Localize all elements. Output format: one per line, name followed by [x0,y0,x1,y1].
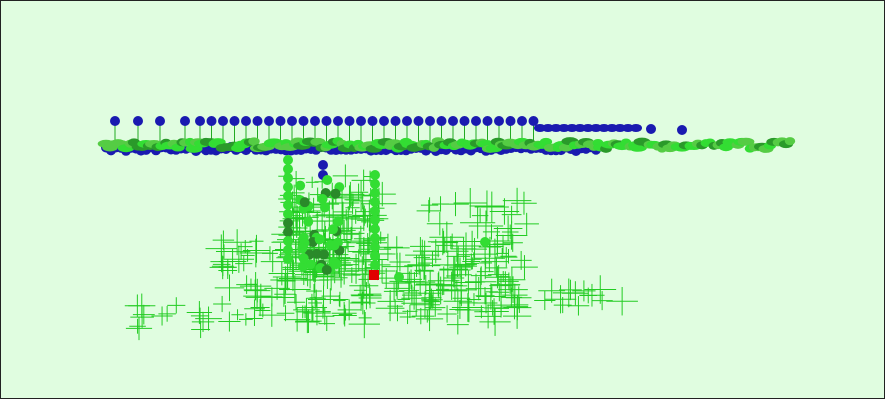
pin-head [505,116,516,126]
pin-head [133,116,143,126]
green-point [319,202,330,213]
green-point [311,248,322,259]
pin-head [402,116,412,126]
pin-head [646,124,656,134]
green-point [297,261,308,272]
green-point [283,191,293,201]
green-point [283,209,293,219]
pin-head [413,116,424,126]
pin-head [298,116,309,126]
pin-head [471,116,481,126]
green-point [317,193,328,204]
pin-head [229,116,240,126]
column-layer [283,155,490,282]
pin-head [195,116,205,126]
pin-head [110,116,120,126]
green-point [297,243,308,254]
green-point [370,251,380,261]
green-point [370,215,380,225]
green-point [370,179,380,189]
green-point [305,259,316,270]
green-point [370,188,380,198]
green-point [314,234,325,245]
pin-layer [110,116,687,145]
green-point [784,137,796,146]
green-point [370,170,380,180]
pin-head [310,116,320,126]
green-point [370,260,380,270]
green-point [480,237,490,247]
green-point [303,216,314,227]
green-point [331,259,342,270]
green-point [370,242,380,252]
pin-head [206,116,217,126]
pin-head [448,116,458,126]
pin-head [677,125,687,135]
green-point [298,253,309,264]
green-point [299,197,310,208]
green-point [283,182,293,192]
green-point [283,245,293,255]
pin-head [218,116,228,126]
pin-head [241,116,251,126]
blue-point [318,160,328,170]
green-point [330,188,341,199]
pin-head [436,116,447,126]
green-point [283,254,293,264]
green-point [370,224,380,234]
green-point [283,218,293,228]
green-point [394,272,404,282]
pin-head [344,116,355,126]
pin-head [321,116,332,126]
highlight-marker [369,270,379,280]
green-point [370,206,380,216]
pin-head [287,116,297,126]
pin-head [425,116,435,126]
pin-head [275,116,286,126]
green-point [283,155,293,165]
pin-head [333,116,343,126]
green-point [283,200,293,210]
pin-head [180,116,190,126]
green-point [283,164,293,174]
green-point [283,236,293,246]
green-point [327,224,338,235]
pin-head [252,116,263,126]
green-point [283,227,293,237]
pin-head [390,116,401,126]
pin-head [482,116,493,126]
pin-head [264,116,274,126]
green-point [329,240,340,251]
pin-head [459,116,470,126]
green-point [321,264,332,275]
green-point [737,137,755,146]
pin-head [155,116,165,126]
green-point [319,249,330,260]
pin-head [356,116,366,126]
green-point [370,197,380,207]
green-point [248,137,260,146]
green-point [370,233,380,243]
green-band [97,137,796,153]
pin-head [528,116,539,126]
green-point [539,137,553,146]
green-point [295,180,306,191]
green-point [322,175,333,186]
green-point [283,173,293,183]
pin-head [494,116,504,126]
pin-head [379,116,389,126]
pin-head [630,124,642,132]
pin-head [517,116,527,126]
pin-head [367,116,378,126]
green-point [333,216,344,227]
